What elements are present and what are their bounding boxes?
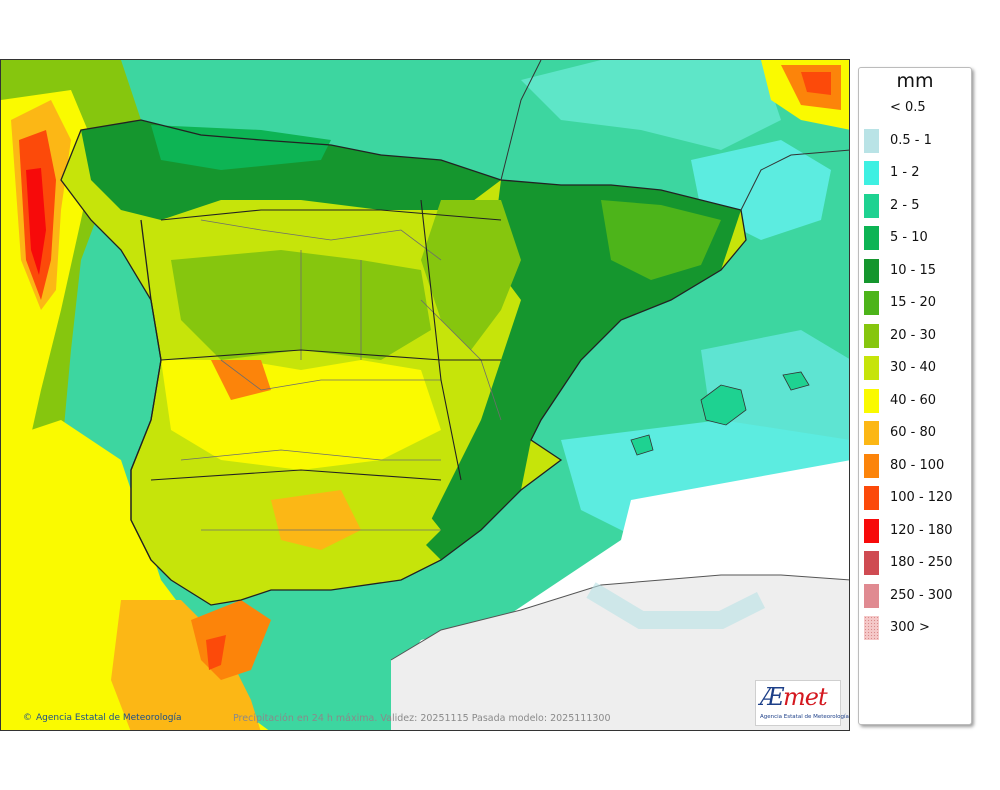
legend-swatch	[864, 421, 879, 445]
legend-swatch	[864, 356, 879, 380]
legend-label: 180 - 250	[890, 555, 953, 570]
legend-swatch	[864, 453, 879, 478]
logo-wordmark-a: Æ	[760, 683, 784, 711]
legend-label: < 0.5	[890, 100, 926, 115]
legend-swatch	[864, 193, 879, 218]
sierra-orange	[271, 490, 361, 550]
mallorca	[700, 384, 747, 426]
ebro-valley	[421, 200, 521, 350]
legend-label: 100 - 120	[890, 490, 953, 505]
legend-unit: mm	[896, 70, 934, 92]
legend-swatch	[864, 258, 879, 283]
africa-coastline	[390, 574, 849, 661]
strait-orange	[111, 600, 261, 730]
copyright-symbol: ©	[23, 713, 32, 723]
legend-label: 250 - 300	[890, 587, 953, 603]
legend-label: 60 - 80	[890, 425, 937, 440]
legend-swatch	[864, 583, 879, 608]
legend-label: 10 - 15	[890, 262, 937, 278]
gredos-orange	[211, 360, 271, 400]
precipitation-legend: mm < 0.5 0.5 - 1 1 - 2 2 - 5 5 - 10 10 - 15 15…	[858, 67, 972, 725]
legend-swatch	[864, 161, 879, 185]
region-borders	[150, 199, 502, 481]
legend-label: 2 - 5	[890, 197, 920, 213]
ibiza	[630, 434, 654, 456]
legend-label: 300 >	[890, 620, 930, 635]
legend-label: 40 - 60	[890, 392, 937, 408]
legend-swatch	[864, 616, 879, 640]
sea-band	[521, 60, 781, 150]
map-caption: Precipitación en 24 h máxima. Validez: 2…	[233, 713, 611, 724]
legend-swatch	[864, 518, 879, 543]
logo-subtitle: Agencia Estatal de Meteorología	[760, 714, 849, 720]
legend-label: 120 - 180	[890, 522, 953, 538]
light-band	[586, 582, 766, 629]
agency-credit: © Agencia Estatal de Meteorología	[23, 713, 182, 723]
legend-label: 0.5 - 1	[890, 132, 932, 148]
legend-swatch	[864, 486, 879, 510]
lion-red	[801, 72, 831, 95]
precipitation-map: © Agencia Estatal de Meteorología Precipi…	[0, 59, 850, 731]
agency-name: Agencia Estatal de Meteorología	[36, 713, 182, 723]
legend-swatch	[864, 551, 879, 575]
logo-wordmark: Æmet	[760, 683, 828, 711]
legend-swatch	[864, 291, 879, 315]
portugal-border	[130, 219, 162, 561]
malaga-red	[206, 635, 226, 670]
logo-wordmark-b: met	[783, 683, 828, 711]
legend-label: 5 - 10	[890, 230, 928, 245]
legend-label: 80 - 100	[890, 457, 945, 473]
catalonia-zone	[601, 200, 721, 280]
aemet-logo: Æmet Agencia Estatal de Meteorología	[755, 680, 849, 726]
legend-swatch	[864, 226, 879, 250]
legend-swatch	[864, 388, 879, 413]
legend-swatch	[864, 323, 879, 348]
legend-label: 20 - 30	[890, 327, 937, 343]
galicia-peak	[26, 168, 46, 275]
legend-label: 30 - 40	[890, 360, 937, 375]
france-south-coast	[740, 149, 849, 211]
province-borders	[180, 219, 502, 531]
legend-swatch	[864, 128, 879, 153]
legend-label: 1 - 2	[890, 165, 920, 180]
legend-swatch	[864, 96, 879, 120]
map-canvas	[1, 60, 849, 730]
legend-label: 15 - 20	[890, 295, 937, 310]
menorca	[782, 371, 810, 391]
france-coastline	[500, 60, 542, 181]
cantabrian-dark	[151, 125, 331, 170]
